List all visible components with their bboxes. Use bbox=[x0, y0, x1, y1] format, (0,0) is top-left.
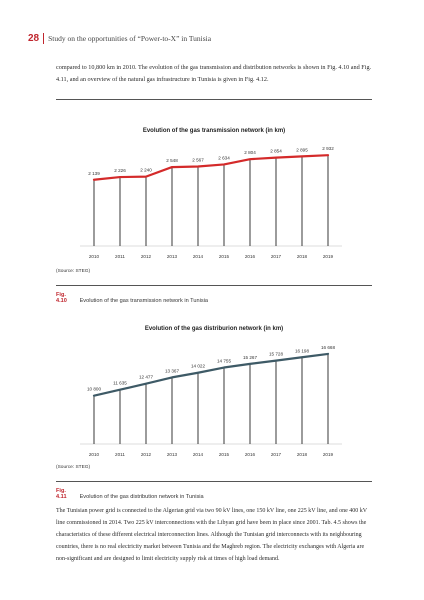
distribution-caption: Fig. 4.11 Evolution of the gas distribut… bbox=[56, 488, 204, 500]
value-label-2012: 2 240 bbox=[140, 168, 152, 173]
data-point-2010 bbox=[93, 394, 95, 397]
value-label-2017: 2 854 bbox=[270, 149, 282, 154]
value-label-2019: 16 668 bbox=[321, 345, 335, 350]
value-label-2013: 13 367 bbox=[165, 368, 179, 373]
data-point-2010 bbox=[93, 178, 95, 181]
page-number: 28 bbox=[28, 33, 40, 44]
value-label-2012: 12 477 bbox=[139, 375, 153, 380]
value-label-2013: 2 548 bbox=[166, 158, 178, 163]
divider-fig2 bbox=[56, 481, 372, 482]
x-tick-label-2013: 2013 bbox=[167, 254, 178, 259]
x-tick-label-2012: 2012 bbox=[141, 254, 152, 259]
divider-top bbox=[56, 99, 372, 100]
value-label-2017: 15 728 bbox=[269, 352, 283, 357]
data-point-2017 bbox=[275, 156, 277, 159]
x-tick-label-2011: 2011 bbox=[115, 254, 125, 259]
divider-fig1 bbox=[56, 285, 372, 286]
fig-4-10-text: Evolution of the gas transmission networ… bbox=[79, 298, 208, 304]
x-tick-label-2018: 2018 bbox=[297, 452, 308, 457]
x-tick-label-2015: 2015 bbox=[219, 452, 230, 457]
value-label-2016: 2 804 bbox=[244, 150, 256, 155]
data-point-2016 bbox=[249, 363, 251, 365]
x-tick-label-2010: 2010 bbox=[89, 452, 100, 457]
page-header: 28 Study on the opportunities of “Power-… bbox=[28, 33, 211, 44]
data-point-2012 bbox=[145, 175, 147, 178]
data-point-2019 bbox=[327, 154, 329, 157]
data-point-2012 bbox=[145, 382, 147, 385]
x-tick-label-2017: 2017 bbox=[271, 452, 282, 457]
chart-title: Evolution of the gas distriburion networ… bbox=[145, 326, 283, 332]
x-tick-label-2019: 2019 bbox=[323, 254, 334, 259]
transmission-chart: Evolution of the gas transmission networ… bbox=[56, 122, 372, 266]
value-label-2015: 2 634 bbox=[218, 155, 230, 160]
value-label-2014: 14 022 bbox=[191, 364, 205, 369]
distribution-chart-svg: Evolution of the gas distriburion networ… bbox=[80, 326, 342, 457]
x-tick-label-2015: 2015 bbox=[219, 254, 230, 259]
data-point-2014 bbox=[197, 165, 199, 168]
fig-4-10-label: Fig. 4.10 bbox=[56, 292, 67, 304]
value-label-2011: 11 635 bbox=[113, 381, 127, 386]
value-label-2019: 2 932 bbox=[322, 146, 334, 151]
x-tick-label-2014: 2014 bbox=[193, 254, 204, 259]
transmission-chart-svg: Evolution of the gas transmission networ… bbox=[80, 128, 342, 259]
distribution-chart: Evolution of the gas distriburion networ… bbox=[56, 320, 372, 464]
x-tick-label-2016: 2016 bbox=[245, 254, 256, 259]
data-point-2011 bbox=[119, 176, 121, 178]
data-point-2013 bbox=[171, 166, 173, 168]
data-point-2013 bbox=[171, 376, 173, 379]
header-divider bbox=[43, 33, 45, 44]
fig-4-11-label: Fig. 4.11 bbox=[56, 488, 67, 500]
value-label-2011: 2 226 bbox=[114, 168, 126, 173]
value-label-2014: 2 567 bbox=[192, 158, 204, 163]
x-tick-label-2019: 2019 bbox=[323, 452, 334, 457]
data-point-2015 bbox=[223, 366, 225, 369]
x-tick-label-2016: 2016 bbox=[245, 452, 256, 457]
x-tick-label-2013: 2013 bbox=[167, 452, 178, 457]
x-tick-label-2017: 2017 bbox=[271, 254, 282, 259]
transmission-source: (Source: STEG) bbox=[56, 269, 91, 274]
data-point-2019 bbox=[327, 353, 329, 355]
value-label-2016: 15 267 bbox=[243, 355, 257, 360]
data-point-2018 bbox=[301, 356, 303, 359]
x-tick-label-2010: 2010 bbox=[89, 254, 100, 259]
x-tick-label-2011: 2011 bbox=[115, 452, 125, 457]
body-paragraph: The Tunisian power grid is connected to … bbox=[56, 508, 368, 562]
value-label-2010: 10 800 bbox=[87, 387, 101, 392]
x-tick-label-2018: 2018 bbox=[297, 254, 308, 259]
intro-paragraph: compared to 10,800 km in 2010. The evolu… bbox=[56, 64, 372, 83]
data-point-2018 bbox=[301, 155, 303, 158]
fig-4-11-text: Evolution of the gas distribution networ… bbox=[79, 494, 204, 500]
header-title: Study on the opportunities of “Power-to-… bbox=[48, 34, 212, 43]
data-point-2017 bbox=[275, 359, 277, 362]
chart-title: Evolution of the gas transmission networ… bbox=[143, 128, 285, 134]
series-line bbox=[92, 352, 330, 397]
data-point-2016 bbox=[249, 158, 251, 160]
x-tick-label-2014: 2014 bbox=[193, 452, 204, 457]
value-label-2015: 14 755 bbox=[217, 359, 231, 364]
distribution-source: (Source: STEG) bbox=[56, 465, 91, 470]
x-tick-label-2012: 2012 bbox=[141, 452, 152, 457]
value-label-2018: 2 895 bbox=[296, 147, 308, 152]
series-line bbox=[92, 154, 330, 181]
transmission-caption: Fig. 4.10 Evolution of the gas transmiss… bbox=[56, 292, 208, 304]
value-label-2018: 16 198 bbox=[295, 348, 309, 353]
data-point-2015 bbox=[223, 163, 225, 166]
value-label-2010: 2 139 bbox=[88, 171, 100, 176]
data-point-2014 bbox=[197, 371, 199, 374]
data-point-2011 bbox=[119, 388, 121, 391]
